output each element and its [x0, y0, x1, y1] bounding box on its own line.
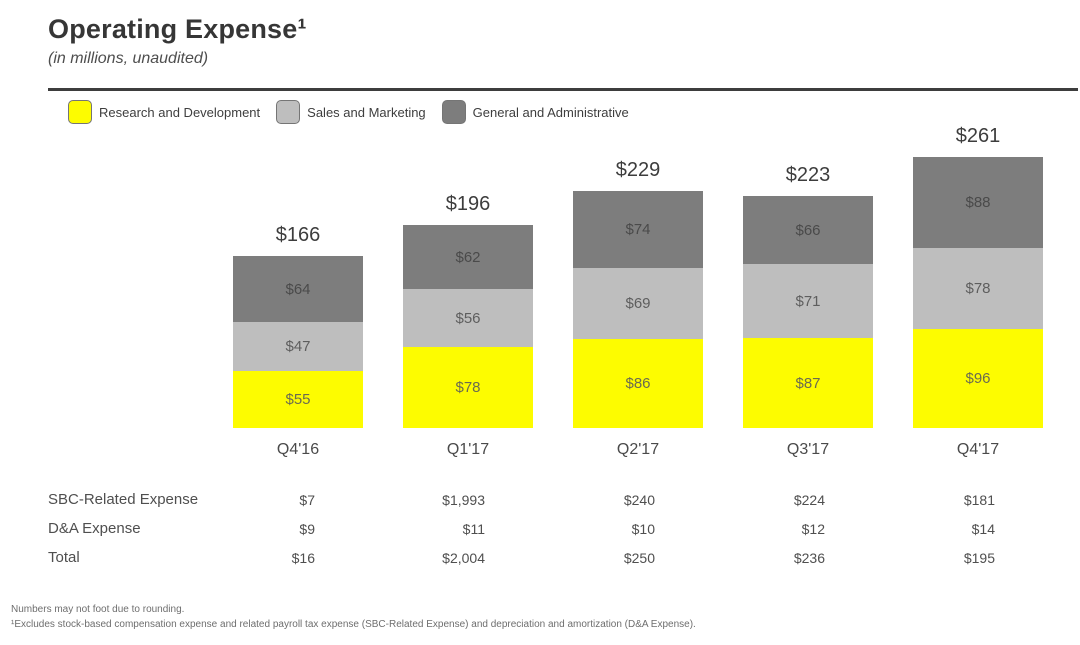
- cell-value: $11: [462, 520, 485, 537]
- bar-stack: $66 $71 $87: [743, 196, 873, 429]
- bars-row: $166 $64 $47 $55 $196 $62 $56 $78 $229 $74 $69 $86 $…: [0, 124, 1080, 429]
- footnote: Numbers may not foot due to rounding.: [11, 604, 185, 616]
- category-label: Q4'16: [276, 441, 320, 459]
- bar-segment: $62: [403, 225, 533, 290]
- stacked-bar-chart: $166 $64 $47 $55 $196 $62 $56 $78 $229 $74 $69 $86 $…: [0, 124, 1080, 459]
- row-label: D&A Expense: [48, 520, 141, 538]
- category-label: Q3'17: [786, 441, 830, 459]
- cell-value: $236: [793, 549, 825, 566]
- bar-segment: $78: [403, 347, 533, 429]
- cell-value: $224: [793, 491, 825, 508]
- header: Operating Expense¹ (in millions, unaudit…: [0, 0, 1080, 68]
- category-label: Q4'17: [956, 441, 1000, 459]
- legend-label: General and Administrative: [472, 104, 629, 120]
- bar-segment: $66: [743, 196, 873, 265]
- bar-stack: $62 $56 $78: [403, 225, 533, 429]
- legend-label: Sales and Marketing: [307, 104, 426, 120]
- legend: Research and Development Sales and Marke…: [68, 100, 1080, 125]
- legend-swatch-research-and-development-icon: [68, 100, 92, 125]
- category-label: Q1'17: [446, 441, 490, 459]
- bar-segment: $71: [743, 264, 873, 339]
- row-label: Total: [48, 549, 80, 567]
- table-row: D&A Expense $9 $11 $10 $12 $14: [0, 514, 1080, 543]
- table-row: SBC-Related Expense $7 $1,993 $240 $224 $181: [0, 485, 1080, 514]
- page-subtitle: (in millions, unaudited): [48, 50, 209, 68]
- legend-label: Research and Development: [99, 104, 261, 120]
- bar-column: $223 $66 $71 $87: [743, 164, 873, 429]
- bar-segment: $86: [573, 339, 703, 429]
- page-title: Operating Expense¹: [48, 14, 307, 44]
- bar-total-label: $196: [445, 193, 491, 216]
- bar-stack: $74 $69 $86: [573, 191, 703, 429]
- category-row: Q4'16 Q1'17 Q2'17 Q3'17 Q4'17: [0, 441, 1080, 459]
- bar-total-label: $229: [615, 159, 661, 182]
- cell-value: $195: [963, 549, 995, 566]
- cell-value: $240: [623, 491, 655, 508]
- bar-column: $229 $74 $69 $86: [573, 159, 703, 429]
- bar-column: $166 $64 $47 $55: [233, 224, 363, 429]
- row-label: SBC-Related Expense: [48, 491, 199, 509]
- footnote: ¹Excludes stock-based compensation expen…: [11, 619, 696, 631]
- bar-total-label: $261: [955, 125, 1001, 148]
- legend-item-general-and-administrative: General and Administrative: [441, 100, 629, 125]
- legend-swatch-sales-and-marketing-icon: [276, 100, 301, 125]
- bar-segment: $69: [573, 268, 703, 340]
- footnotes: Numbers may not foot due to rounding. ¹E…: [11, 602, 1080, 632]
- expense-table: SBC-Related Expense $7 $1,993 $240 $224 $181 D…: [0, 485, 1080, 572]
- cell-value: $250: [623, 549, 655, 566]
- cell-value: $7: [299, 491, 315, 508]
- legend-item-research-and-development: Research and Development: [68, 100, 261, 125]
- bar-segment: $55: [233, 371, 363, 429]
- cell-value: $2,004: [442, 549, 485, 566]
- cell-value: $10: [631, 520, 655, 537]
- cell-value: $16: [291, 549, 315, 566]
- bar-segment: $88: [913, 157, 1043, 249]
- cell-value: $9: [299, 520, 315, 537]
- table-row: Total $16 $2,004 $250 $236 $195: [0, 543, 1080, 572]
- bar-total-label: $166: [275, 224, 321, 247]
- bar-segment: $74: [573, 191, 703, 269]
- cell-value: $14: [971, 520, 995, 537]
- bar-column: $196 $62 $56 $78: [403, 193, 533, 429]
- bar-column: $261 $88 $78 $96: [913, 125, 1043, 429]
- bar-segment: $47: [233, 322, 363, 372]
- cell-value: $181: [963, 491, 995, 508]
- legend-item-sales-and-marketing: Sales and Marketing: [276, 100, 426, 125]
- legend-swatch-general-and-administrative-icon: [441, 100, 466, 125]
- bar-segment: $56: [403, 289, 533, 348]
- title-divider: [48, 88, 1078, 92]
- bar-segment: $87: [743, 338, 873, 429]
- bar-stack: $64 $47 $55: [233, 256, 363, 429]
- bar-segment: $78: [913, 248, 1043, 330]
- cell-value: $1,993: [442, 491, 485, 508]
- bar-segment: $96: [913, 329, 1043, 429]
- cell-value: $12: [801, 520, 825, 537]
- bar-stack: $88 $78 $96: [913, 157, 1043, 429]
- bar-total-label: $223: [785, 164, 831, 187]
- category-label: Q2'17: [616, 441, 660, 459]
- bar-segment: $64: [233, 256, 363, 323]
